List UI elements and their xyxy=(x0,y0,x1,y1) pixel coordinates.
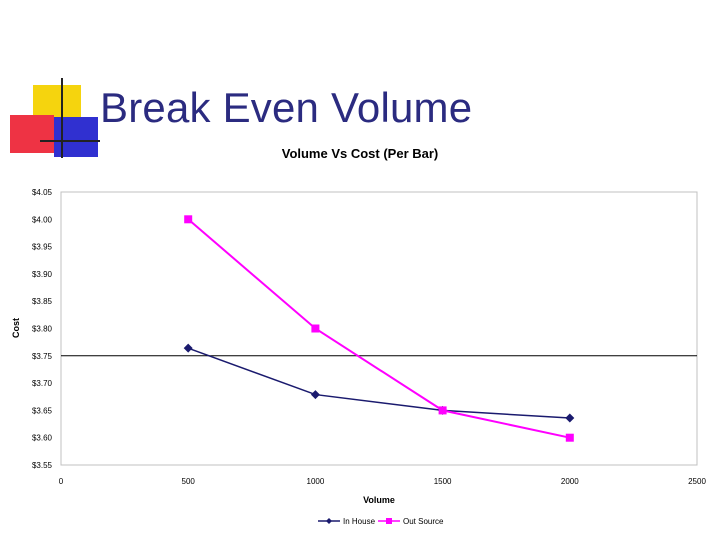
legend-label-out-source: Out Source xyxy=(403,517,444,526)
data-point-in-house xyxy=(565,413,575,423)
chart-legend: In House Out Source xyxy=(318,517,444,526)
y-tick-label: $3.95 xyxy=(32,243,53,252)
y-tick-label: $3.60 xyxy=(32,434,53,443)
y-tick-label: $3.75 xyxy=(32,352,53,361)
y-tick-label: $3.65 xyxy=(32,406,53,415)
y-tick-label: $3.70 xyxy=(32,379,53,388)
y-tick-label: $3.80 xyxy=(32,325,53,334)
series-line-in-house xyxy=(187,347,570,419)
y-tick-label: $4.05 xyxy=(32,188,53,197)
y-tick-label: $3.85 xyxy=(32,297,53,306)
data-point-in-house xyxy=(183,343,193,353)
y-tick-label: $3.55 xyxy=(32,461,53,470)
x-tick-label: 2500 xyxy=(688,477,706,486)
title-decoration xyxy=(10,78,100,158)
x-axis-label: Volume xyxy=(363,495,395,505)
data-point-out-source xyxy=(311,324,320,333)
data-point-in-house xyxy=(310,390,320,400)
y-axis-label: Cost xyxy=(11,318,21,338)
x-tick-label: 0 xyxy=(59,477,64,486)
data-point-out-source xyxy=(438,406,447,415)
x-tick-label: 1500 xyxy=(434,477,452,486)
y-tick-label: $3.90 xyxy=(32,270,53,279)
slide-title: Break Even Volume xyxy=(100,84,473,131)
x-tick-label: 500 xyxy=(182,477,196,486)
deco-red-square xyxy=(10,115,54,153)
legend-marker-out-source xyxy=(386,518,392,524)
plot-area xyxy=(60,191,698,466)
chart-title: Volume Vs Cost (Per Bar) xyxy=(282,146,439,161)
legend-marker-in-house xyxy=(326,518,332,524)
y-tick-label: $4.00 xyxy=(32,215,53,224)
x-tick-label: 2000 xyxy=(561,477,579,486)
data-point-out-source xyxy=(184,215,193,224)
x-tick-label: 1000 xyxy=(307,477,325,486)
data-point-out-source xyxy=(565,433,574,442)
series-line-out-source xyxy=(187,218,571,439)
legend-label-in-house: In House xyxy=(343,517,376,526)
